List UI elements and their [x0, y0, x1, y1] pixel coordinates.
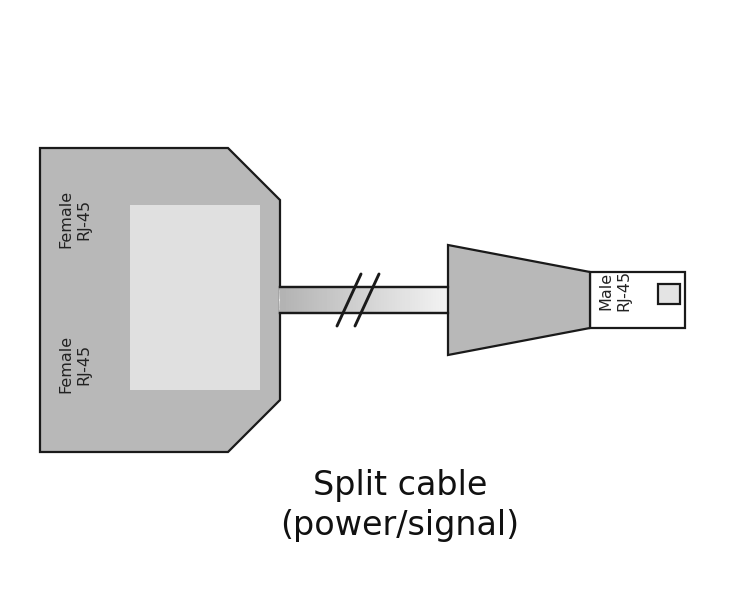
FancyBboxPatch shape	[590, 272, 685, 328]
Text: Split cable: Split cable	[313, 469, 488, 502]
Polygon shape	[448, 245, 590, 355]
Text: Male
RJ-45: Male RJ-45	[598, 270, 632, 311]
Text: Female
RJ-45: Female RJ-45	[58, 190, 92, 248]
FancyBboxPatch shape	[658, 284, 680, 304]
Polygon shape	[40, 148, 280, 452]
Text: (power/signal): (power/signal)	[280, 509, 520, 541]
Text: Female
RJ-45: Female RJ-45	[58, 335, 92, 393]
FancyBboxPatch shape	[130, 205, 260, 390]
